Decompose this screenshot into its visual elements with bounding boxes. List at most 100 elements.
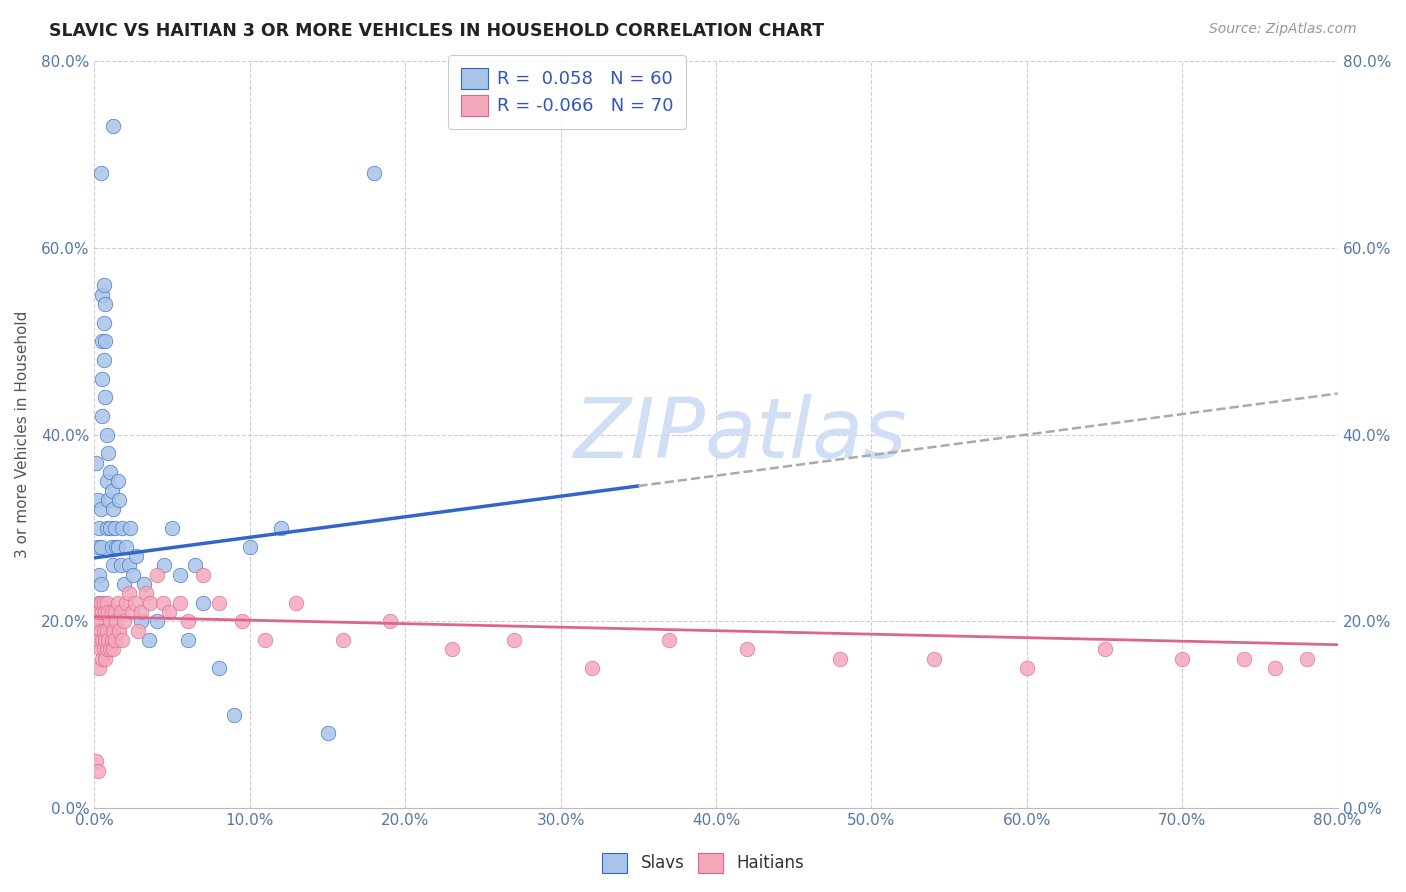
Legend: R =  0.058   N = 60, R = -0.066   N = 70: R = 0.058 N = 60, R = -0.066 N = 70 <box>449 55 686 128</box>
Text: Source: ZipAtlas.com: Source: ZipAtlas.com <box>1209 22 1357 37</box>
Point <box>101 558 124 573</box>
Legend: Slavs, Haitians: Slavs, Haitians <box>596 847 810 880</box>
Point <box>134 577 156 591</box>
Point <box>93 352 115 367</box>
Point <box>110 558 132 573</box>
Point <box>105 615 128 629</box>
Point <box>157 605 180 619</box>
Point <box>91 651 114 665</box>
Point <box>1264 661 1286 675</box>
Point <box>86 540 108 554</box>
Point <box>107 540 129 554</box>
Point <box>121 605 143 619</box>
Point <box>90 596 112 610</box>
Point <box>84 755 107 769</box>
Point <box>89 521 111 535</box>
Point <box>922 651 945 665</box>
Point <box>193 567 215 582</box>
Point <box>91 633 114 648</box>
Point <box>658 633 681 648</box>
Point <box>97 446 120 460</box>
Point <box>94 605 117 619</box>
Point <box>120 521 142 535</box>
Point <box>91 334 114 349</box>
Point <box>193 596 215 610</box>
Point <box>98 521 121 535</box>
Point <box>270 521 292 535</box>
Point <box>93 596 115 610</box>
Point <box>108 624 131 638</box>
Point <box>100 483 122 498</box>
Point <box>90 502 112 516</box>
Point <box>94 334 117 349</box>
Point <box>145 567 167 582</box>
Point <box>91 371 114 385</box>
Y-axis label: 3 or more Vehicles in Household: 3 or more Vehicles in Household <box>15 311 30 558</box>
Point <box>97 493 120 508</box>
Point <box>378 615 401 629</box>
Point <box>89 605 111 619</box>
Point <box>160 521 183 535</box>
Point <box>1295 651 1317 665</box>
Point <box>101 120 124 134</box>
Point <box>89 661 111 675</box>
Point <box>114 540 136 554</box>
Point <box>127 624 149 638</box>
Point <box>90 624 112 638</box>
Point <box>139 596 162 610</box>
Point <box>108 493 131 508</box>
Point <box>135 586 157 600</box>
Point <box>830 651 852 665</box>
Point <box>93 316 115 330</box>
Point <box>90 615 112 629</box>
Point <box>84 456 107 470</box>
Point <box>94 390 117 404</box>
Point <box>107 596 129 610</box>
Point <box>112 577 135 591</box>
Point <box>177 633 200 648</box>
Point <box>239 540 262 554</box>
Point <box>90 540 112 554</box>
Point <box>224 707 246 722</box>
Point <box>91 287 114 301</box>
Point <box>1171 651 1194 665</box>
Point <box>254 633 277 648</box>
Point <box>96 427 118 442</box>
Point <box>118 558 141 573</box>
Point <box>100 540 122 554</box>
Point <box>89 633 111 648</box>
Point <box>94 297 117 311</box>
Point <box>86 493 108 508</box>
Point <box>107 475 129 489</box>
Point <box>122 567 145 582</box>
Point <box>110 605 132 619</box>
Point <box>581 661 603 675</box>
Point <box>363 166 385 180</box>
Point <box>100 633 122 648</box>
Point <box>145 615 167 629</box>
Point <box>104 521 127 535</box>
Point <box>332 633 354 648</box>
Point <box>96 642 118 657</box>
Point <box>93 642 115 657</box>
Point <box>184 558 207 573</box>
Point <box>98 465 121 479</box>
Point <box>96 475 118 489</box>
Point <box>97 605 120 619</box>
Point <box>1015 661 1038 675</box>
Point <box>93 624 115 638</box>
Text: SLAVIC VS HAITIAN 3 OR MORE VEHICLES IN HOUSEHOLD CORRELATION CHART: SLAVIC VS HAITIAN 3 OR MORE VEHICLES IN … <box>49 22 824 40</box>
Point <box>97 633 120 648</box>
Point <box>96 624 118 638</box>
Point <box>90 577 112 591</box>
Point <box>91 605 114 619</box>
Point <box>153 558 176 573</box>
Point <box>169 567 191 582</box>
Point <box>118 586 141 600</box>
Point <box>98 615 121 629</box>
Point <box>112 615 135 629</box>
Point <box>101 624 124 638</box>
Text: ZIPatlas: ZIPatlas <box>574 394 908 475</box>
Point <box>138 633 160 648</box>
Point <box>440 642 463 657</box>
